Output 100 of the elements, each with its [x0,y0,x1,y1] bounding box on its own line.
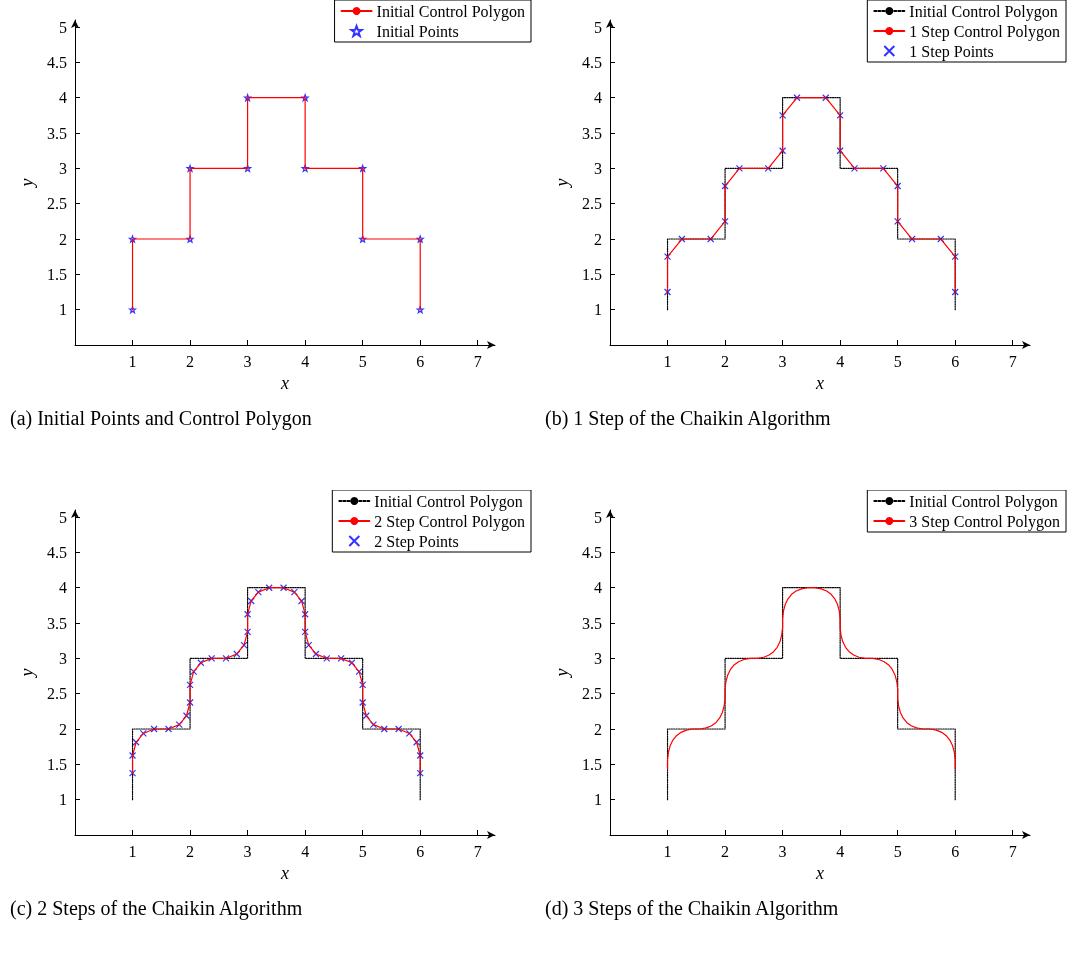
y-tick-label: 4.5 [582,543,602,561]
y-axis-title: y [17,178,38,189]
y-tick-label: 3 [59,649,67,667]
legend-label: Initial Control Polygon [909,492,1058,511]
text: (c) 2 Steps of the Chaikin Algorithm [9,896,304,922]
point [663,253,672,261]
legend-label: Initial Control Polygon [374,492,523,511]
x-tick-label: 6 [951,842,960,860]
y-tick-label: 2.5 [582,195,602,213]
point [128,235,137,243]
point [663,288,672,296]
x-tick-label: 4 [301,352,310,370]
y-axis-title: y [17,668,38,679]
x-tick-label: 3 [778,352,787,370]
point [244,164,252,172]
point [186,235,194,243]
legend-label: 1 Step Points [909,42,994,61]
x-tick-label: 4 [301,842,310,860]
y-tick-label: 1 [59,301,67,319]
point [279,584,288,592]
x-tick-label: 7 [1008,842,1017,860]
point [301,164,309,172]
y-tick-label: 2 [59,230,67,248]
x-tick-label: 2 [721,352,730,370]
x-tick-label: 3 [243,842,252,860]
x-tick-label: 5 [358,842,367,860]
point [416,306,424,314]
legend-label: 2 Step Control Polygon [374,512,526,531]
x-tick-label: 1 [128,842,137,860]
legend-label: 3 Step Control Polygon [909,512,1061,531]
y-tick-label: 2.5 [47,195,67,213]
y-tick-label: 2 [59,720,67,738]
text: (a) Initial Points and Control Polygon [9,406,313,432]
x-tick-label: 5 [893,352,902,370]
y-tick-label: 1 [594,301,602,319]
point [951,288,959,296]
y-tick-label: 1 [59,791,67,809]
y-tick-label: 4.5 [47,53,67,71]
x-tick-label: 4 [836,352,845,370]
point [416,751,424,760]
y-tick-label: 3 [594,159,602,177]
point [337,654,345,662]
legend-label: 2 Step Points [374,532,459,551]
y-axis-title: y [552,668,573,679]
legend-label: 1 Step Control Polygon [909,22,1061,41]
y-tick-label: 1.5 [47,265,67,283]
x-tick-label: 4 [836,842,845,860]
legend-label: Initial Points [376,22,459,40]
point [359,235,367,243]
x-axis-title: x [815,372,824,393]
y-tick-label: 4 [594,89,602,107]
y-tick-label: 5 [59,18,67,36]
point [186,164,194,172]
y-tick-label: 2.5 [47,685,67,703]
x-axis-title: x [280,862,289,883]
y-tick-label: 3.5 [47,614,67,632]
y-tick-label: 4 [594,579,602,597]
legend-label: Initial Control Polygon [909,2,1058,21]
y-tick-label: 1 [594,791,602,809]
y-tick-label: 2 [594,720,602,738]
x-tick-label: 6 [416,842,425,860]
point [222,654,230,662]
point [359,681,367,689]
x-tick-label: 7 [473,352,482,370]
x-tick-label: 7 [1008,352,1017,370]
y-tick-label: 5 [594,18,602,36]
point [244,628,252,636]
text: (b) 1 Step of the Chaikin Algorithm [544,406,832,432]
y-tick-label: 4.5 [582,53,602,71]
x-tick-label: 6 [951,352,960,370]
x-tick-label: 3 [778,842,787,860]
point [244,94,252,102]
y-tick-label: 5 [594,508,602,526]
point [244,610,252,618]
point [301,94,309,102]
x-tick-label: 1 [128,352,137,370]
y-tick-label: 1.5 [582,265,602,283]
x-tick-label: 2 [186,842,195,860]
point [323,654,331,662]
text: (d) 3 Steps of the Chaikin Algorithm [544,896,840,922]
x-tick-label: 2 [721,842,730,860]
y-tick-label: 5 [59,508,67,526]
x-tick-label: 2 [186,352,195,370]
point [128,769,137,777]
x-tick-label: 3 [243,352,252,370]
y-tick-label: 2.5 [582,685,602,703]
x-tick-label: 5 [893,842,902,860]
y-tick-label: 1.5 [47,755,67,773]
y-tick-label: 4 [59,579,67,597]
x-axis-title: x [815,862,824,883]
point [128,306,137,314]
point [359,164,367,172]
legend-label: Initial Control Polygon [376,2,526,21]
y-tick-label: 4.5 [47,543,67,561]
x-tick-label: 1 [663,842,672,860]
x-tick-label: 1 [663,352,672,370]
point [348,659,356,667]
y-tick-label: 3.5 [582,124,602,142]
x-tick-label: 6 [416,352,425,370]
x-tick-label: 7 [473,842,482,860]
